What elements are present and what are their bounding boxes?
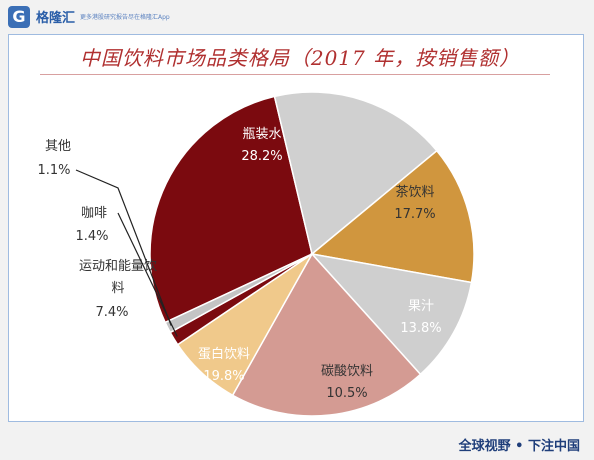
slice-value-0: 28.2% [241,149,282,164]
slice-value-7: 1.1% [37,163,70,178]
slice-value-6: 1.4% [75,229,108,244]
slice-label-5: 运动和能量饮 [79,259,157,274]
logo: G 格隆汇 更多港股研究报告尽在格隆汇App [8,6,308,32]
logo-tagline: 更多港股研究报告尽在格隆汇App [80,14,170,21]
pie-slice-2 [310,149,475,284]
slice-value-3: 10.5% [326,386,367,401]
slice-label-3: 碳酸饮料 [321,364,373,379]
slice-label-2: 果汁 [408,299,434,314]
pie-slice-7 [164,253,313,334]
pie-slice-3 [309,252,473,376]
title-underline [40,74,550,75]
pie-slice-0 [149,95,313,324]
slice-label-5-wrap: 料 [111,281,124,296]
slice-label-0: 瓶装水 [242,127,281,142]
pie-slice-4 [231,252,422,417]
slice-value-4: 19.8% [203,369,244,384]
slice-value-1: 17.7% [394,207,435,222]
slice-label-1: 茶饮料 [395,184,434,200]
slice-value-5: 7.4% [95,305,128,320]
logo-icon: G [8,6,30,28]
slice-label-7: 其他 [45,139,71,154]
chart-title: 中国饮料市场品类格局（2017 年，按销售额） [79,46,521,70]
logo-name: 格隆汇 [36,11,76,26]
leader-line-7 [75,169,172,326]
pie-slice-1 [273,91,438,256]
footer-slogan: 全球视野 • 下注中国 [458,439,580,454]
slice-label-6: 咖啡 [81,206,107,221]
slice-value-2: 13.8% [400,321,441,336]
slice-label-4: 蛋白饮料 [198,346,250,362]
